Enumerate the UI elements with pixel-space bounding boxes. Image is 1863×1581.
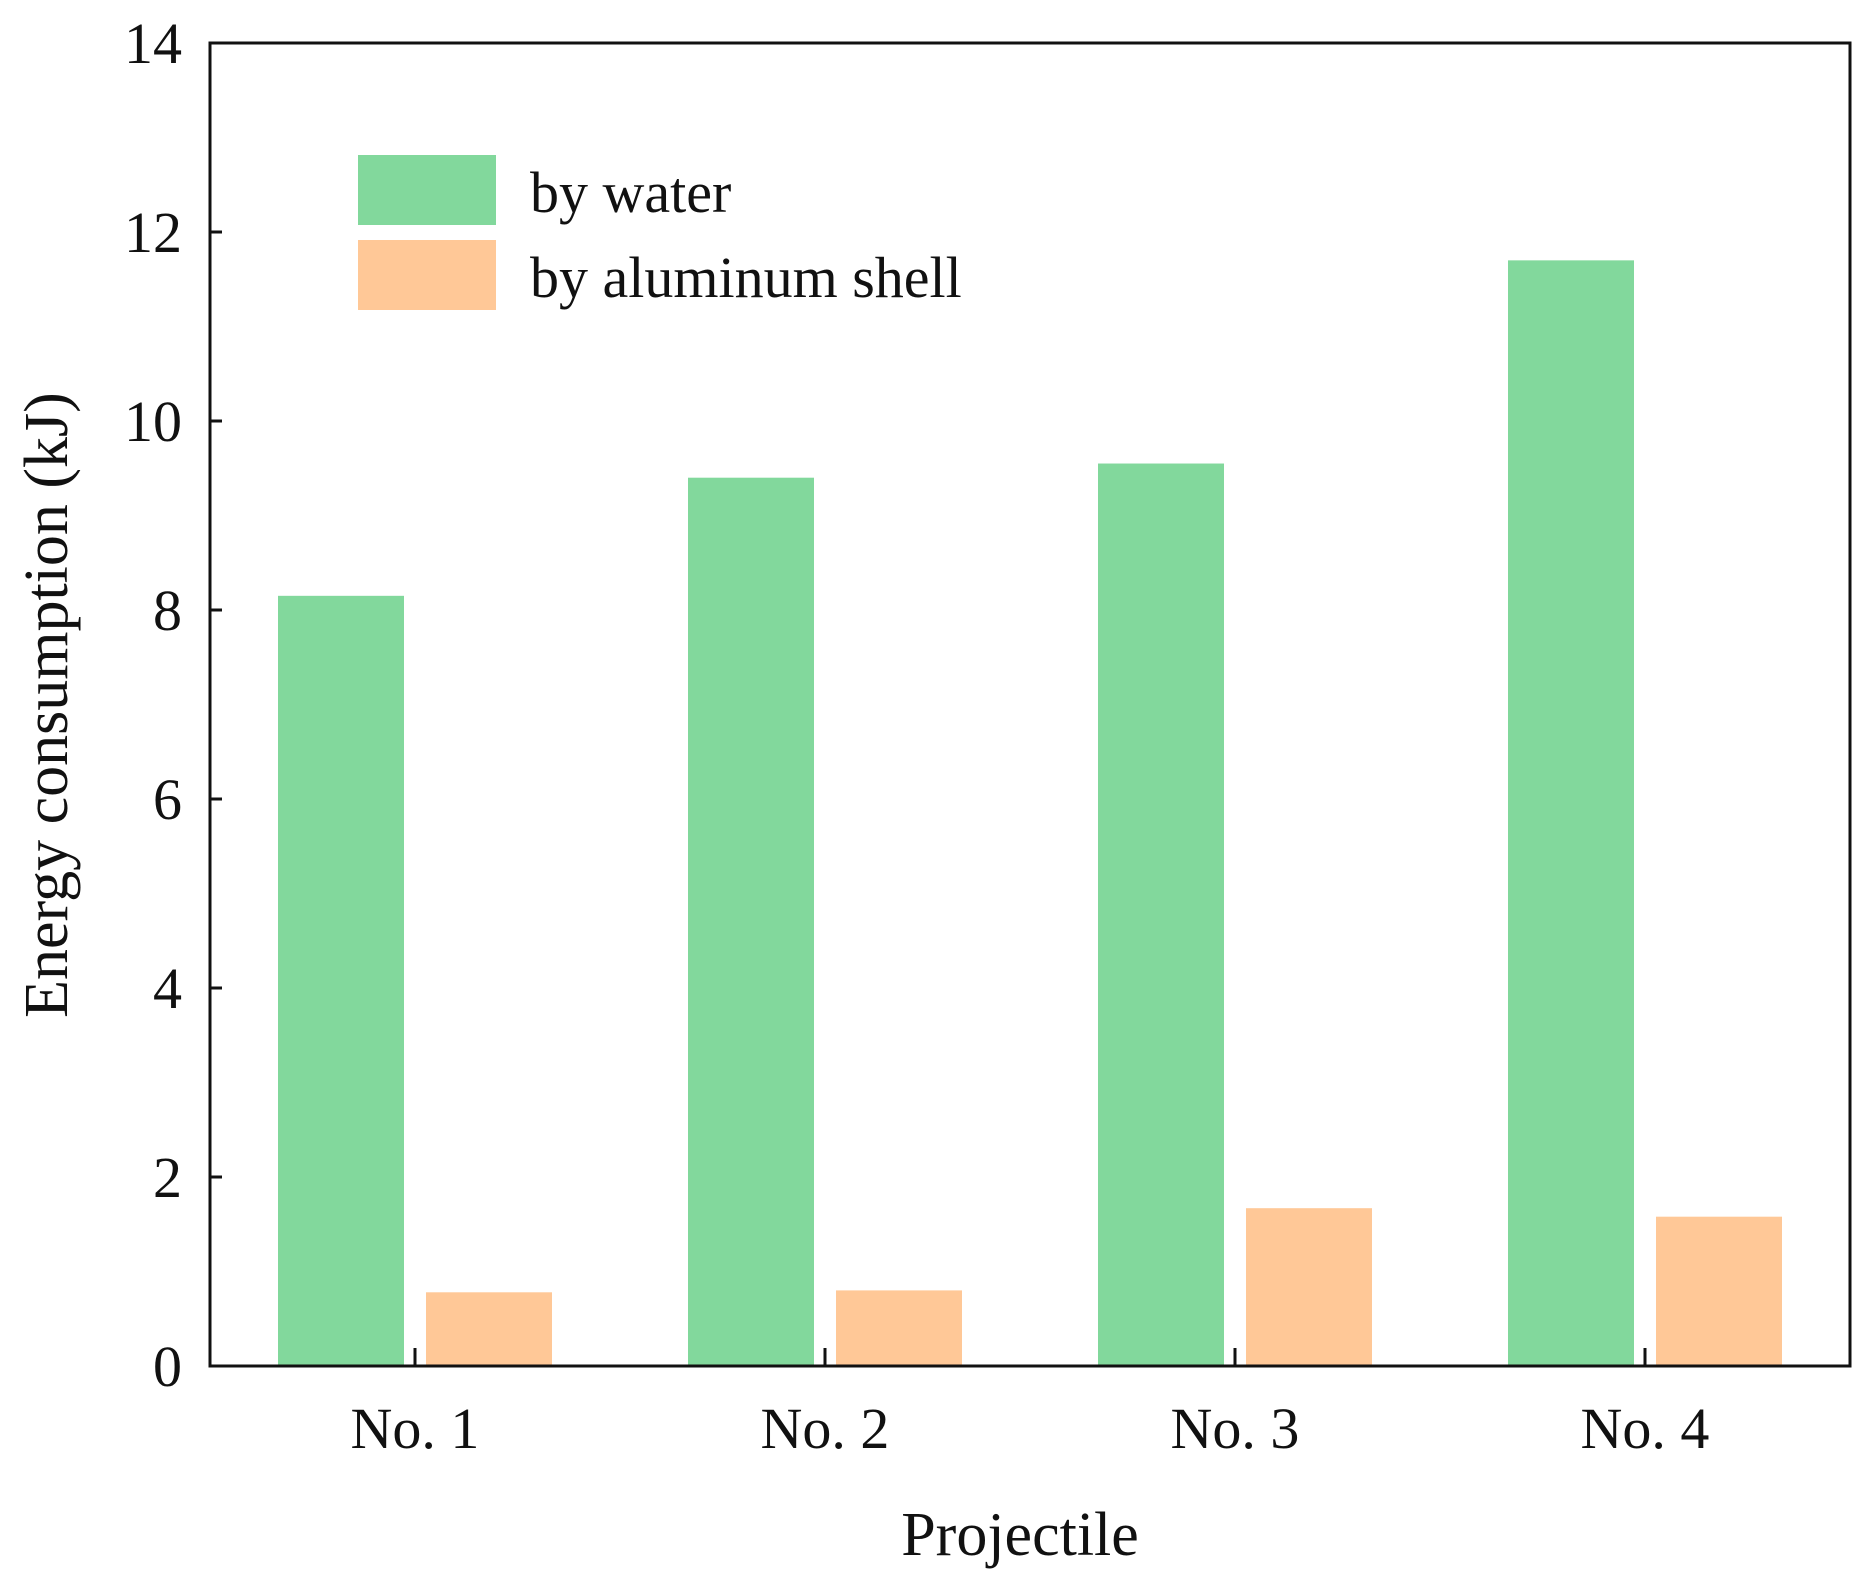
legend-swatch-aluminum-shell: [358, 240, 496, 310]
legend-label-water: by water: [530, 160, 731, 225]
bar-aluminum-shell-1: [426, 1292, 552, 1366]
y-tick-label: 8: [153, 578, 182, 643]
y-tick-label: 2: [153, 1145, 182, 1210]
y-tick-label: 14: [124, 11, 182, 76]
bar-aluminum-shell-4: [1656, 1216, 1782, 1366]
y-tick-label: 4: [153, 956, 182, 1021]
x-tick-label: No. 4: [1581, 1396, 1710, 1461]
bar-water-1: [278, 595, 404, 1366]
y-tick-label: 10: [124, 389, 182, 454]
bar-aluminum-shell-3: [1246, 1208, 1372, 1366]
x-tick-label: No. 3: [1171, 1396, 1300, 1461]
bar-water-2: [688, 477, 814, 1366]
bar-water-3: [1098, 463, 1224, 1366]
bars-layer: [278, 260, 1782, 1367]
y-tick-label: 0: [153, 1334, 182, 1399]
x-tick-label: No. 1: [351, 1396, 480, 1461]
y-axis-title: Energy consumption (kJ): [13, 392, 81, 1018]
y-tick-label: 6: [153, 767, 182, 832]
legend-swatch-water: [358, 155, 496, 225]
bar-water-4: [1508, 260, 1634, 1367]
legend: by water by aluminum shell: [358, 155, 962, 310]
x-tick-label: No. 2: [761, 1396, 890, 1461]
x-axis: No. 1 No. 2 No. 3 No. 4: [351, 1348, 1710, 1461]
bar-aluminum-shell-2: [836, 1290, 962, 1366]
legend-label-aluminum-shell: by aluminum shell: [530, 245, 962, 310]
y-axis: 0 2 4 6 8 10 12 14: [124, 11, 222, 1399]
x-axis-title: Projectile: [901, 1501, 1139, 1569]
y-tick-label: 12: [124, 200, 182, 265]
plot-frame: [208, 41, 1852, 1368]
